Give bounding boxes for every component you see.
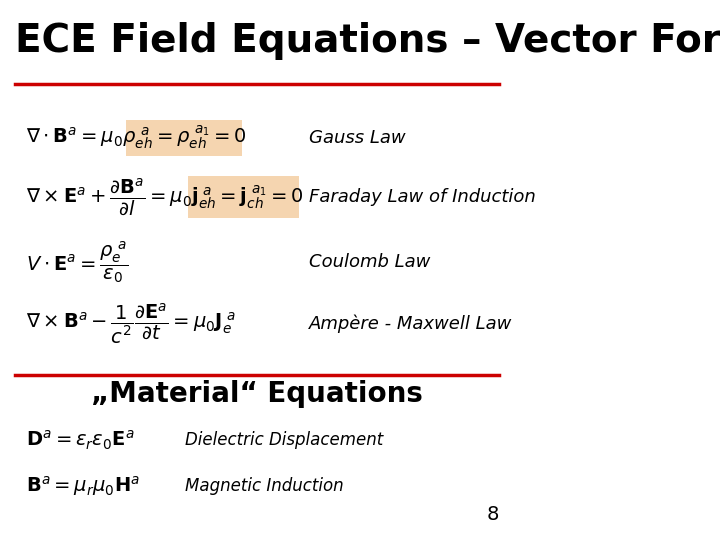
- FancyBboxPatch shape: [126, 120, 242, 156]
- Text: $V \cdot \mathbf{E}^{a} = \dfrac{\rho_e^{\ a}}{\varepsilon_0}$: $V \cdot \mathbf{E}^{a} = \dfrac{\rho_e^…: [26, 239, 128, 285]
- Text: $\nabla \cdot \mathbf{B}^{a} = \mu_0 \rho_{eh}^{\ a} = \rho_{eh}^{\ a_1} = 0$: $\nabla \cdot \mathbf{B}^{a} = \mu_0 \rh…: [26, 124, 246, 152]
- FancyBboxPatch shape: [188, 176, 299, 218]
- Text: Gauss Law: Gauss Law: [309, 129, 405, 147]
- Text: Dielectric Displacement: Dielectric Displacement: [185, 431, 384, 449]
- Text: Ampère - Maxwell Law: Ampère - Maxwell Law: [309, 315, 512, 333]
- Text: Magnetic Induction: Magnetic Induction: [185, 477, 344, 495]
- Text: $\nabla \times \mathbf{B}^{a} - \dfrac{1}{c^2} \dfrac{\partial \mathbf{E}^{a}}{\: $\nabla \times \mathbf{B}^{a} - \dfrac{1…: [26, 302, 236, 346]
- Text: Faraday Law of Induction: Faraday Law of Induction: [309, 188, 536, 206]
- Text: 8: 8: [487, 505, 499, 524]
- Text: $\mathbf{B}^{a} = \mu_r \mu_0 \mathbf{H}^{a}$: $\mathbf{B}^{a} = \mu_r \mu_0 \mathbf{H}…: [26, 474, 140, 498]
- Text: $\nabla \times \mathbf{E}^{a} + \dfrac{\partial \mathbf{B}^{a}}{\partial l} = \m: $\nabla \times \mathbf{E}^{a} + \dfrac{\…: [26, 177, 303, 218]
- Text: „Material“ Equations: „Material“ Equations: [91, 380, 423, 408]
- Text: $\mathbf{D}^{a} = \varepsilon_r \varepsilon_0 \mathbf{E}^{a}$: $\mathbf{D}^{a} = \varepsilon_r \varepsi…: [26, 428, 135, 452]
- Text: Coulomb Law: Coulomb Law: [309, 253, 431, 271]
- Text: ECE Field Equations – Vector Form: ECE Field Equations – Vector Form: [15, 22, 720, 59]
